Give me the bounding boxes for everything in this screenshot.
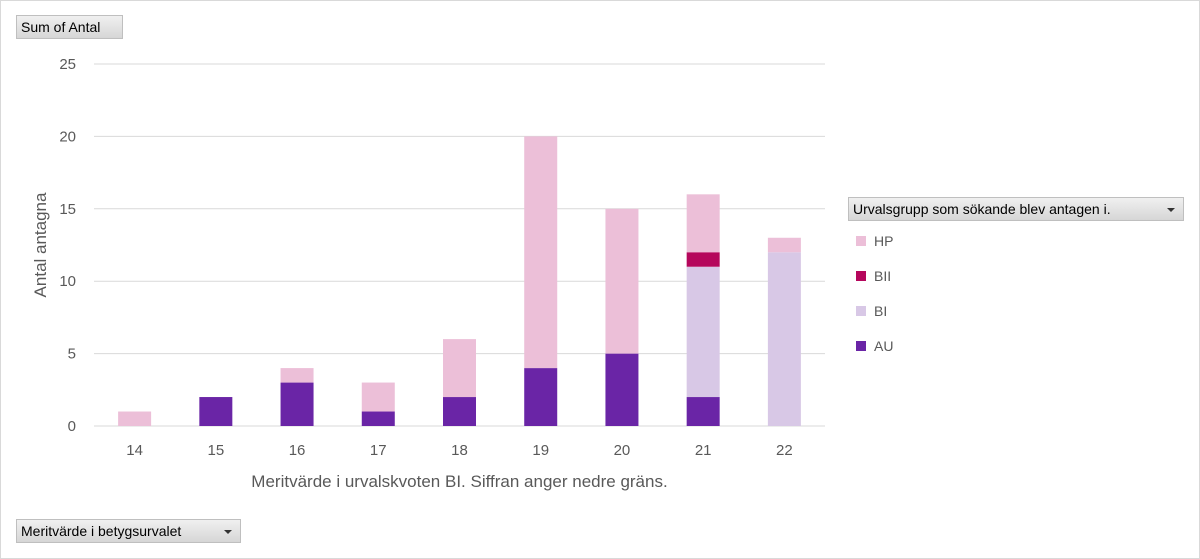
- dropdown-arrow-icon[interactable]: [1167, 208, 1175, 212]
- legend-field-label: Urvalsgrupp som sökande blev antagen i.: [853, 201, 1111, 217]
- legend-label: AU: [874, 338, 894, 354]
- axis-field-label: Meritvärde i betygsurvalet: [21, 523, 182, 539]
- value-field-button[interactable]: Sum of Antal: [16, 15, 123, 39]
- legend-item-bi: BI: [856, 302, 887, 320]
- legend-swatch: [856, 271, 866, 282]
- legend-item-au: AU: [856, 337, 893, 355]
- legend-label: HP: [874, 233, 894, 249]
- legend-field-button[interactable]: Urvalsgrupp som sökande blev antagen i.: [848, 197, 1184, 221]
- legend-swatch: [856, 306, 866, 317]
- legend-swatch: [856, 341, 866, 352]
- value-field-label: Sum of Antal: [21, 19, 101, 35]
- legend-label: BII: [874, 268, 892, 284]
- legend-item-hp: HP: [856, 232, 893, 250]
- axis-field-button[interactable]: Meritvärde i betygsurvalet: [16, 519, 241, 543]
- legend-swatch: [856, 236, 866, 247]
- legend-item-bii: BII: [856, 267, 891, 285]
- dropdown-arrow-icon[interactable]: [224, 530, 232, 534]
- legend-label: BI: [874, 303, 888, 319]
